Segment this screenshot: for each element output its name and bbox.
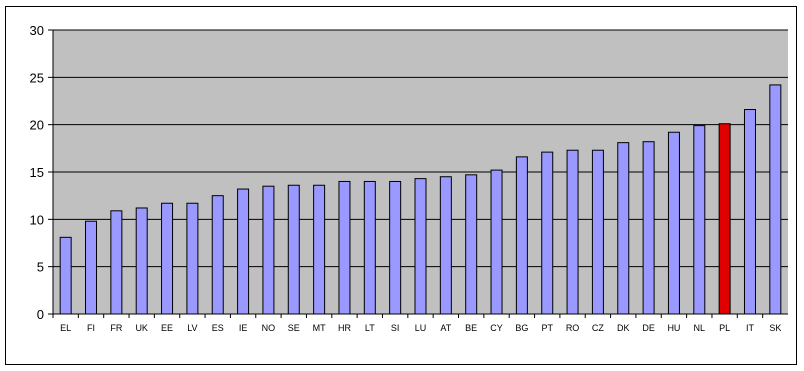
- x-tick-label-se: SE: [288, 323, 300, 333]
- x-tick-label-fi: FI: [87, 323, 95, 333]
- y-tick-label: 5: [37, 260, 44, 275]
- bar-lt: [363, 180, 376, 315]
- y-tick-label: 0: [37, 307, 44, 322]
- x-tick-label-be: BE: [465, 323, 477, 333]
- bar-uk: [135, 207, 148, 315]
- bar-it: [743, 109, 756, 315]
- y-tick-label: 25: [30, 70, 44, 85]
- x-tick-label-lu: LU: [415, 323, 427, 333]
- bar-ie: [237, 188, 250, 315]
- x-tick-label-cz: CZ: [592, 323, 604, 333]
- bar-cz: [591, 149, 604, 315]
- bar-sk: [769, 84, 782, 315]
- x-tick-label-ee: EE: [161, 323, 173, 333]
- bar-hu: [667, 131, 680, 315]
- x-tick-label-ie: IE: [239, 323, 248, 333]
- bar-ee: [161, 202, 174, 315]
- bar-lu: [414, 178, 427, 315]
- x-tick-label-uk: UK: [135, 323, 148, 333]
- x-tick-label-pl: PL: [719, 323, 730, 333]
- x-tick-label-si: SI: [391, 323, 400, 333]
- bar-hr: [338, 180, 351, 315]
- y-tick-label: 15: [30, 165, 44, 180]
- bar-lv: [186, 202, 199, 315]
- bar-el: [59, 236, 72, 315]
- x-tick-label-ro: RO: [566, 323, 580, 333]
- bar-at: [439, 176, 452, 315]
- y-tick-label: 10: [30, 212, 44, 227]
- x-tick-label-hu: HU: [667, 323, 680, 333]
- bar-mt: [313, 184, 326, 315]
- y-tick-label: 20: [30, 118, 44, 133]
- bar-es: [211, 195, 224, 315]
- x-tick-label-mt: MT: [313, 323, 326, 333]
- x-axis-labels: EL FI FR UK EE LV ES IE NO SE MT HR LT SI LU AT BE CY BG PT…: [52, 314, 781, 333]
- bar-cy: [490, 169, 503, 315]
- bar-pl: [718, 123, 731, 315]
- x-tick-label-es: ES: [212, 323, 224, 333]
- x-tick-label-at: AT: [440, 323, 451, 333]
- bar-se: [287, 184, 300, 315]
- bar-bg: [515, 156, 528, 315]
- x-tick-label-dk: DK: [617, 323, 630, 333]
- x-tick-label-no: NO: [262, 323, 276, 333]
- x-tick-label-cy: CY: [490, 323, 503, 333]
- x-tick-label-lt: LT: [365, 323, 375, 333]
- bar-fr: [110, 210, 123, 315]
- y-tick-label: 30: [30, 23, 44, 38]
- chart-frame: 0 5 10 15 20 25 30 EL FI FR UK EE LV ES IE NO SE MT HR LT S…: [5, 6, 797, 365]
- bar-dk: [617, 142, 630, 315]
- y-axis-ticks: 0 5 10 15 20 25 30: [30, 23, 53, 322]
- bar-de: [642, 141, 655, 315]
- bar-no: [262, 185, 275, 315]
- x-tick-label-nl: NL: [694, 323, 706, 333]
- x-tick-label-hr: HR: [338, 323, 351, 333]
- bar-fi: [85, 220, 98, 315]
- x-tick-label-sk: SK: [769, 323, 781, 333]
- x-tick-label-lv: LV: [187, 323, 197, 333]
- bar-ro: [566, 149, 579, 315]
- bar-pt: [541, 151, 554, 315]
- x-tick-label-pt: PT: [541, 323, 553, 333]
- x-tick-label-it: IT: [746, 323, 755, 333]
- x-tick-label-fr: FR: [110, 323, 122, 333]
- x-tick-label-bg: BG: [515, 323, 528, 333]
- bar-chart: 0 5 10 15 20 25 30 EL FI FR UK EE LV ES IE NO SE MT HR LT S…: [30, 23, 788, 333]
- bar-nl: [693, 125, 706, 315]
- bar-be: [465, 174, 478, 315]
- x-tick-label-el: EL: [60, 323, 71, 333]
- x-tick-label-de: DE: [642, 323, 655, 333]
- bars: [59, 84, 782, 315]
- bar-si: [389, 180, 402, 315]
